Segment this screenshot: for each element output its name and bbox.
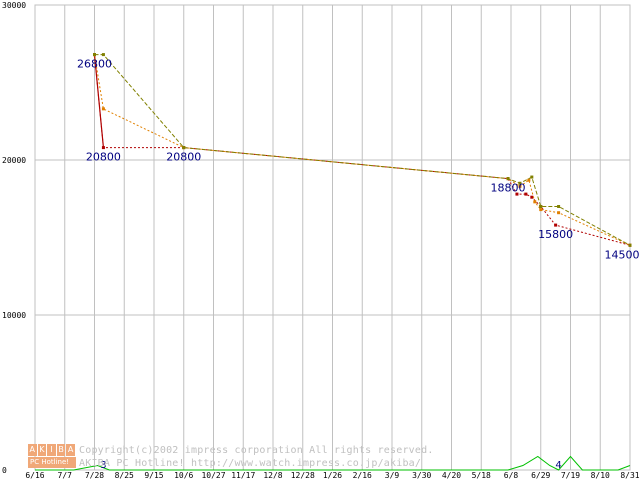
x-tick-label: 10/6 [174,471,193,480]
logo-letter: A [66,444,75,456]
data-point [557,205,561,208]
data-point [506,177,510,181]
data-point [524,192,528,196]
x-axis-ticks: 6/16 7/7 7/28 8/25 9/15 10/6 10/27 11/17 12/8 12/… [25,471,639,480]
data-point [182,146,186,150]
data-point [533,200,537,204]
x-tick-label: 3/9 [385,471,400,480]
x-tick-label: 4/20 [442,471,461,480]
data-point [539,205,543,208]
logo-letter: A [28,444,37,456]
chart-grid [34,4,631,471]
price-label: 20800 [86,151,121,164]
x-tick-label: 8/25 [115,471,134,480]
x-tick-label: 9/15 [144,471,163,480]
y-tick-label: 0 [2,466,7,475]
x-tick-label: 5/18 [472,471,491,480]
y-tick-label: 30000 [2,1,26,10]
x-tick-label: 12/28 [291,471,315,480]
data-point [557,211,561,215]
data-point [101,53,105,57]
data-point [628,243,632,247]
x-tick-label: 6/8 [504,471,519,480]
data-point [518,181,522,185]
price-label: 14500 [605,248,640,261]
series-line-3 [35,455,631,471]
data-point [515,192,519,196]
logo-subtitle: PC Hotline! [28,457,76,468]
data-point [93,53,96,57]
x-tick-label: 3/30 [412,471,431,480]
data-point [527,178,531,182]
y-tick-label: 10000 [2,311,26,320]
series-line-1 [94,54,631,246]
data-point [539,208,543,212]
x-tick-label: 12/8 [263,471,282,480]
logo-letter: K [37,444,47,456]
data-point [518,184,522,188]
site-url-text: AKIBA PC Hotline! http://www.watch.impre… [79,458,422,469]
data-point [530,175,534,179]
count-label: 4 [555,460,561,471]
price-label: 18800 [491,182,526,195]
y-axis-ticks: 30000 20000 10000 0 [2,1,26,475]
count-label: 3 [100,460,106,471]
price-labels: 26800 20800 20800 18800 15800 14500 3 4 [77,58,640,471]
data-point [101,107,105,111]
logo-letter: I [47,444,56,456]
series-lines [35,53,632,471]
x-tick-label: 11/17 [231,471,255,480]
x-tick-label: 7/19 [561,471,580,480]
data-point [101,146,105,150]
logo-letter: B [56,444,66,456]
price-label: 20800 [166,151,201,164]
x-tick-label: 6/16 [25,471,44,480]
data-point [554,223,558,227]
x-tick-label: 6/29 [531,471,550,480]
x-tick-label: 7/7 [58,471,73,480]
x-tick-label: 10/27 [201,471,225,480]
y-tick-label: 20000 [2,156,26,165]
x-tick-label: 7/28 [85,471,104,480]
series-line-0 [94,54,631,246]
data-point [530,195,534,199]
price-label: 26800 [77,58,112,71]
copyright-text: Copyright(c)2002 impress corporation All… [79,445,434,456]
x-tick-label: 2/16 [353,471,372,480]
x-tick-label: 8/10 [591,471,610,480]
x-tick-label: 1/26 [323,471,342,480]
price-label: 15800 [538,228,573,241]
x-tick-label: 8/31 [620,471,639,480]
